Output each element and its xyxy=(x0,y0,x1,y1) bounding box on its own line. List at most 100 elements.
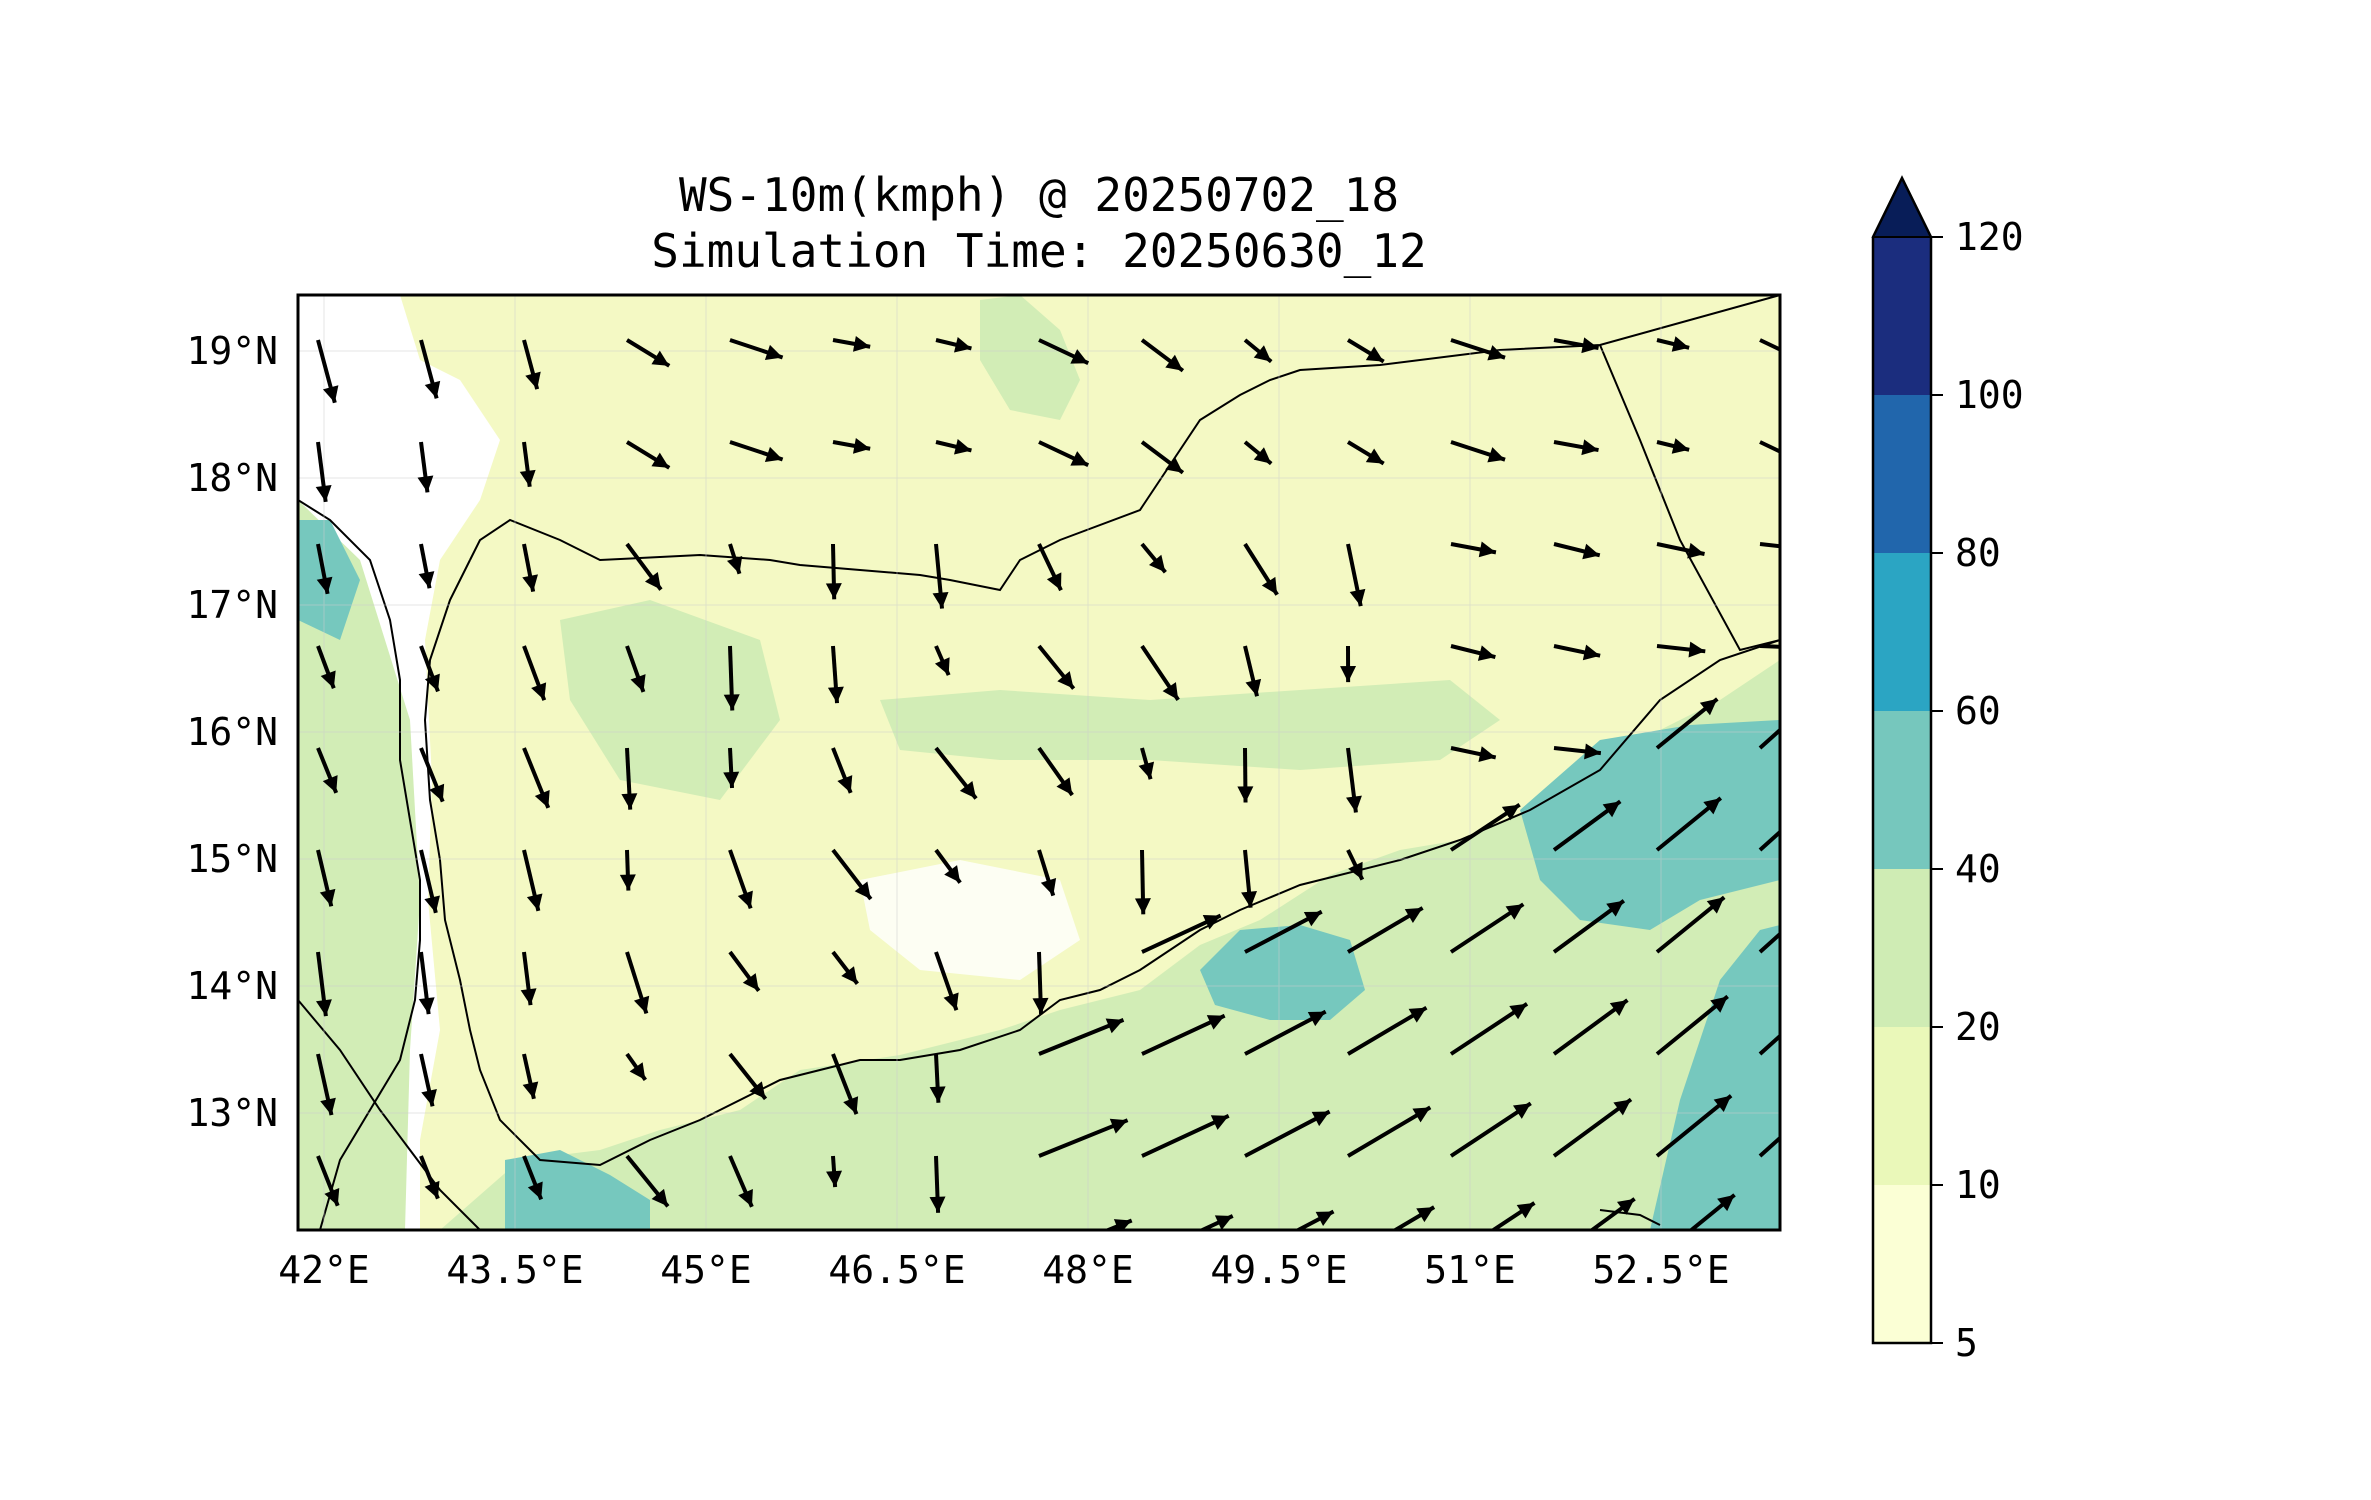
wind-arrow-head xyxy=(322,385,339,403)
map-frame xyxy=(296,293,1782,1232)
wind-arrow-head xyxy=(1241,890,1258,908)
wind-arrow-head xyxy=(1706,897,1725,914)
wind-arrow-head xyxy=(1032,997,1049,1015)
y-tick-label: 14°N xyxy=(186,964,278,1008)
colorbar-segment-10-20 xyxy=(1873,1027,1931,1185)
wind-arrow-head xyxy=(629,1274,643,1292)
wind-arrow-head xyxy=(723,771,740,789)
x-tick-label: 51°E xyxy=(1424,1248,1516,1292)
wind-arrow-head xyxy=(534,790,550,808)
wind-arrow-head xyxy=(1810,993,1827,1010)
wind-arrow-head xyxy=(522,574,538,592)
wind-arrow-shaft xyxy=(421,1258,438,1301)
wind-arrow-head xyxy=(764,344,783,361)
wind-arrow-head xyxy=(954,438,972,455)
wind-arrow-head xyxy=(1105,1018,1124,1034)
wind-arrow-head xyxy=(1303,911,1322,927)
wind-arrow-head xyxy=(825,583,842,600)
wind-arrow-head xyxy=(319,888,336,907)
wind-arrow-head xyxy=(1046,572,1062,591)
wind-arrow-head xyxy=(742,973,759,991)
wind-arrow-shaft xyxy=(1391,1205,1436,1230)
colorbar-segment-100-120 xyxy=(1873,237,1931,395)
wind-arrow-head xyxy=(424,1180,440,1199)
wind-arrow-head xyxy=(1584,743,1601,760)
wind-arrow-head xyxy=(424,895,440,913)
wind-arrow-head xyxy=(1109,1118,1128,1134)
wind-arrow-head xyxy=(1516,1202,1535,1219)
wind-arrow-head xyxy=(749,1081,766,1099)
wind-arrow-shaft xyxy=(1759,542,1780,549)
wind-arrow-head xyxy=(1307,1011,1326,1027)
wind-arrow-head xyxy=(954,336,972,353)
wind-arrow-head xyxy=(852,336,871,352)
map-plot-area xyxy=(298,295,1827,1310)
wind-arrow-shaft xyxy=(1758,829,1780,852)
wind-arrow-head xyxy=(1070,451,1089,466)
wind-arrow-head xyxy=(1671,336,1690,352)
wind-arrow-head xyxy=(841,966,858,984)
x-axis: 42°E 43.5°E 45°E 46.5°E 48°E 49.5°E 51°E… xyxy=(278,1248,1729,1292)
wind-arrow-head xyxy=(651,350,670,366)
wind-arrow-head xyxy=(1713,1095,1732,1112)
wind-arrow-head xyxy=(531,1292,546,1310)
colorbar: 5 10 20 40 60 80 100 120 xyxy=(1871,175,2024,1365)
wind-arrow-head xyxy=(1581,439,1599,456)
colorbar-segment-60-80 xyxy=(1873,553,1931,711)
wind-arrow-head xyxy=(1512,1103,1531,1119)
x-tick-label: 52.5°E xyxy=(1592,1248,1729,1292)
wind-arrow-head xyxy=(526,893,543,911)
wind-arrow-head xyxy=(1710,996,1728,1013)
wind-arrow-head xyxy=(1501,804,1520,821)
wind-arrow-head xyxy=(429,783,445,802)
wind-arrow-head xyxy=(726,556,743,574)
wind-arrow-head xyxy=(827,686,844,704)
wind-arrow-shaft xyxy=(1759,440,1780,454)
wind-arrow-head xyxy=(944,865,961,883)
x-tick-label: 45°E xyxy=(660,1248,752,1292)
wind-arrow-head xyxy=(1606,900,1624,917)
wind-arrow-shaft xyxy=(627,1258,643,1292)
wind-arrow-shaft xyxy=(1489,1201,1536,1230)
wind-arrow-head xyxy=(1804,795,1821,812)
wind-arrow-head xyxy=(1162,682,1179,700)
border-oman xyxy=(1599,344,1780,652)
wind-patch-north xyxy=(980,295,1080,420)
wind-arrow-head xyxy=(520,988,537,1006)
wind-arrow-head xyxy=(644,572,661,590)
wind-patch-central xyxy=(880,680,1500,770)
wind-arrow-head xyxy=(1793,540,1810,556)
wind-arrow-shaft xyxy=(1102,1218,1133,1230)
wind-arrow-head xyxy=(621,793,638,810)
socotra-outline xyxy=(1599,1209,1661,1226)
colorbar-label: 10 xyxy=(1955,1163,2001,1207)
y-tick-label: 17°N xyxy=(186,583,278,627)
wind-arrow-head xyxy=(424,380,441,399)
wind-arrow-head xyxy=(1040,877,1057,896)
wind-arrow-head xyxy=(425,1284,440,1302)
wind-arrow-shaft xyxy=(1293,1209,1335,1230)
wind-arrow-head xyxy=(837,775,853,793)
wind-arrow-head xyxy=(1149,554,1166,573)
wind-arrow-head xyxy=(1202,915,1221,930)
wind-arrow-head xyxy=(630,674,646,692)
wind-arrow-head xyxy=(1408,1007,1427,1023)
wind-arrow-shaft xyxy=(1758,1135,1780,1158)
wind-arrow-head xyxy=(1365,346,1384,362)
coastline-red-sea-east xyxy=(423,559,1780,1167)
wind-arrow-head xyxy=(737,890,753,909)
wind-arrow-head xyxy=(929,1196,946,1213)
wind-vectors xyxy=(315,336,1827,1310)
wind-arrow-head xyxy=(1165,354,1183,371)
wind-arrow-head xyxy=(1165,456,1183,473)
colorbar-label: 5 xyxy=(1955,1321,1978,1365)
wind-arrow-head xyxy=(843,1096,859,1115)
y-tick-label: 19°N xyxy=(186,329,278,373)
wind-arrow-head xyxy=(651,452,670,468)
wind-arrow-head xyxy=(1699,698,1718,716)
x-tick-label: 43.5°E xyxy=(446,1248,583,1292)
colorbar-extend-arrow xyxy=(1871,175,1933,238)
gulf-of-aden xyxy=(440,660,1780,1230)
wind-arrow-head xyxy=(519,469,536,487)
wind-arrow-head xyxy=(315,485,332,502)
